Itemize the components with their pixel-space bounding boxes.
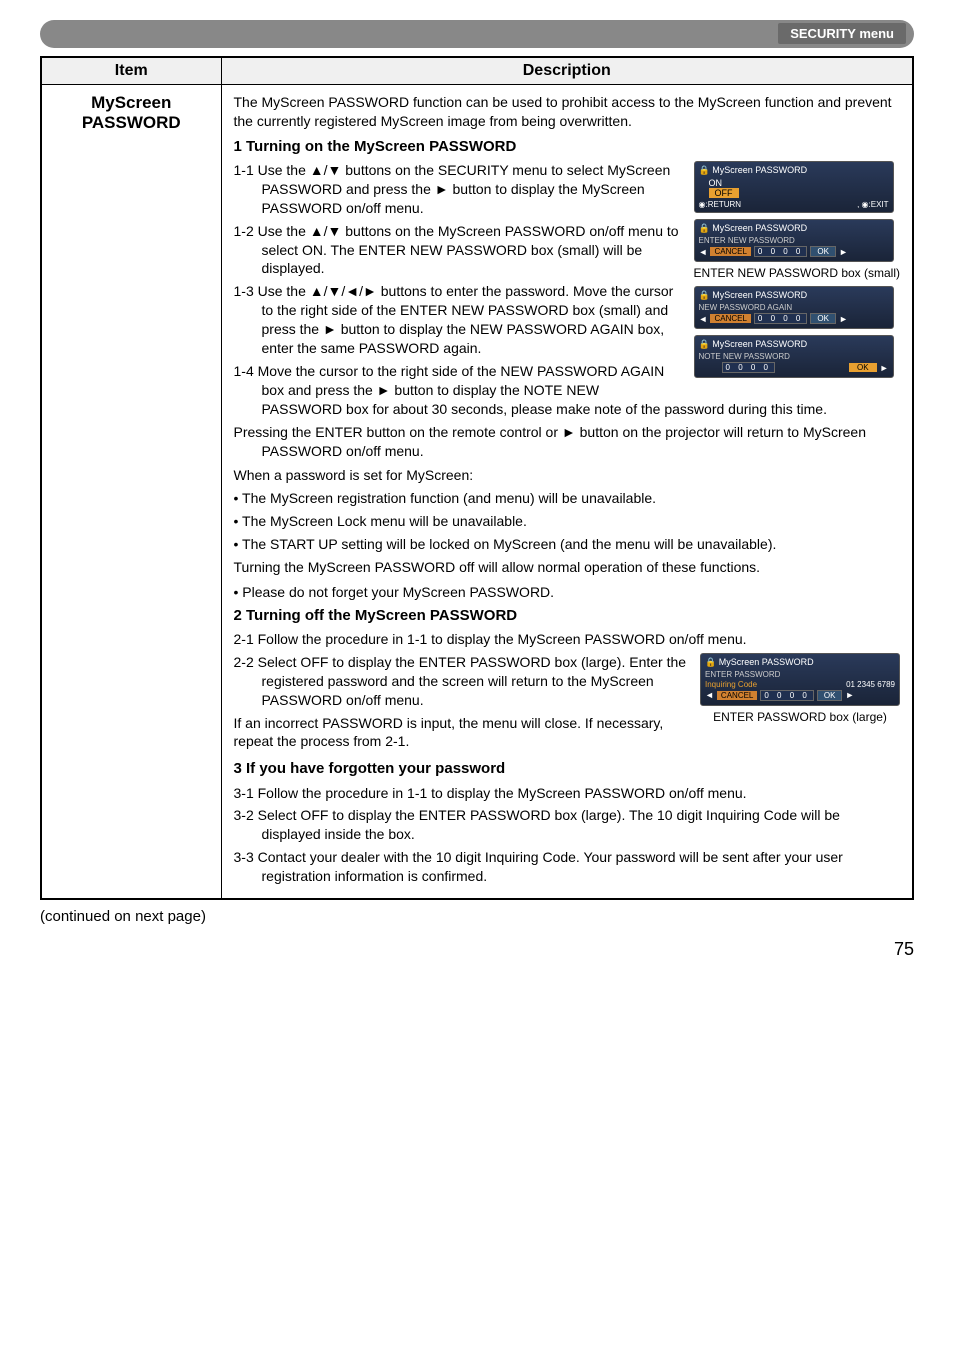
osd-cancel: CANCEL: [717, 691, 757, 700]
security-table: Item Description MyScreen PASSWORD The M…: [40, 56, 914, 900]
osd-caption-enter-new: ENTER NEW PASSWORD box (small): [694, 266, 900, 280]
col-item: Item: [41, 57, 221, 85]
osd-inq-code: 01 2345 6789: [846, 680, 895, 689]
s1-forget: • Please do not forget your MyScreen PAS…: [234, 583, 901, 602]
section1-title: 1 Turning on the MyScreen PASSWORD: [234, 137, 901, 157]
osd-title: MyScreen PASSWORD: [705, 657, 895, 668]
item-line1: MyScreen: [91, 93, 171, 112]
osd-ok: OK: [849, 363, 877, 372]
osd-enter-large: MyScreen PASSWORD ENTER PASSWORD Inquiri…: [700, 653, 900, 706]
osd-note-new: MyScreen PASSWORD NOTE NEW PASSWORD 0 0 …: [694, 335, 894, 378]
s2-step1: 2-1 Follow the procedure in 1-1 to displ…: [234, 630, 901, 649]
s1-b2: • The MyScreen Lock menu will be unavail…: [234, 512, 901, 531]
s1-off-allow: Turning the MyScreen PASSWORD off will a…: [234, 558, 901, 577]
osd-on: ON: [699, 178, 889, 188]
osd-cancel: CANCEL: [710, 247, 750, 256]
arrow-right-icon: ►: [839, 314, 848, 324]
item-cell: MyScreen PASSWORD: [41, 85, 221, 900]
arrow-right-icon: ►: [880, 363, 889, 373]
osd-ok: OK: [810, 313, 836, 324]
arrow-left-icon: ◄: [699, 247, 708, 257]
osd-title: MyScreen PASSWORD: [699, 339, 889, 350]
osd-sub: ENTER NEW PASSWORD: [699, 236, 889, 245]
osd-digits: 0 0 0 0: [754, 313, 807, 324]
osd-enter-new: MyScreen PASSWORD ENTER NEW PASSWORD ◄ C…: [694, 219, 894, 262]
osd-ok: OK: [817, 690, 843, 701]
osd-cancel: CANCEL: [710, 314, 750, 323]
osd-digits: 0 0 0 0: [722, 362, 775, 373]
osd-ok: OK: [810, 246, 836, 257]
osd-inquiring: Inquiring Code: [705, 680, 757, 689]
osd-digits: 0 0 0 0: [754, 246, 807, 257]
osd-title: MyScreen PASSWORD: [699, 165, 889, 176]
osd-new-again: MyScreen PASSWORD NEW PASSWORD AGAIN ◄ C…: [694, 286, 894, 329]
osd-title: MyScreen PASSWORD: [699, 223, 889, 234]
continued-text: (continued on next page): [40, 908, 914, 925]
osd-onoff: MyScreen PASSWORD ON OFF ◉:RETURN , ◉:EX…: [694, 161, 894, 213]
s3-step3: 3-3 Contact your dealer with the 10 digi…: [234, 848, 901, 886]
arrow-right-icon: ►: [845, 690, 854, 700]
section2-title: 2 Turning off the MyScreen PASSWORD: [234, 606, 901, 626]
osd-sub: ENTER PASSWORD: [705, 670, 895, 679]
item-line2: PASSWORD: [82, 113, 181, 132]
page-number: 75: [40, 939, 914, 960]
osd-exit: , ◉:EXIT: [857, 200, 888, 209]
osd-sub: NEW PASSWORD AGAIN: [699, 303, 889, 312]
s1-when: When a password is set for MyScreen:: [234, 466, 901, 485]
menu-tag: SECURITY menu: [778, 23, 906, 44]
s3-step2: 3-2 Select OFF to display the ENTER PASS…: [234, 806, 901, 844]
s1-b1: • The MyScreen registration function (an…: [234, 489, 901, 508]
osd-return: ◉:RETURN: [699, 200, 742, 209]
osd-digits: 0 0 0 0: [760, 690, 813, 701]
s1-b3: • The START UP setting will be locked on…: [234, 535, 901, 554]
osd-caption-enter-large: ENTER PASSWORD box (large): [700, 710, 900, 724]
arrow-left-icon: ◄: [705, 690, 714, 700]
section3-title: 3 If you have forgotten your password: [234, 759, 901, 779]
s3-step1: 3-1 Follow the procedure in 1-1 to displ…: [234, 784, 901, 803]
col-desc: Description: [221, 57, 913, 85]
description-cell: The MyScreen PASSWORD function can be us…: [221, 85, 913, 900]
intro-text: The MyScreen PASSWORD function can be us…: [234, 93, 901, 131]
arrow-left-icon: ◄: [699, 314, 708, 324]
header-bar: SECURITY menu: [40, 20, 914, 48]
arrow-right-icon: ►: [839, 247, 848, 257]
s1-post1: Pressing the ENTER button on the remote …: [234, 423, 901, 461]
osd-sub: NOTE NEW PASSWORD: [699, 352, 889, 361]
osd-off: OFF: [709, 188, 739, 198]
osd-title: MyScreen PASSWORD: [699, 290, 889, 301]
